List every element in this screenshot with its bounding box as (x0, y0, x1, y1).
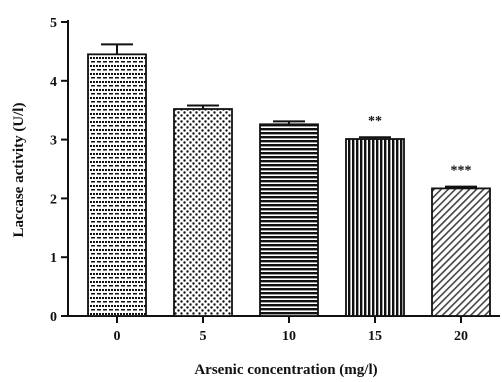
y-tick-label: 4 (50, 75, 57, 90)
y-axis-title: Laccase activity (U/l) (11, 103, 27, 238)
bar (431, 187, 491, 317)
y-tick-label: 0 (50, 310, 57, 325)
bar (87, 53, 147, 317)
y-axis: 0 1 2 3 4 5 (50, 16, 69, 325)
bar (173, 108, 233, 317)
x-tick-label: 0 (114, 329, 121, 344)
bars-group: ***** (87, 43, 491, 317)
x-tick-label: 20 (454, 329, 468, 344)
x-tick-label: 5 (200, 329, 207, 344)
y-tick-label: 3 (50, 134, 57, 149)
x-tick-label: 10 (282, 329, 296, 344)
significance-marker: ** (368, 114, 382, 129)
y-tick-label: 5 (50, 16, 57, 31)
x-axis-title: Arsenic concentration (mg/l) (194, 362, 377, 378)
bar (259, 123, 319, 317)
x-axis: 0 5 10 15 20 (68, 315, 500, 344)
x-tick-label: 15 (368, 329, 382, 344)
y-tick-label: 1 (50, 251, 57, 266)
significance-marker: *** (451, 164, 472, 179)
bar (345, 138, 405, 317)
y-tick-label: 2 (50, 192, 57, 207)
